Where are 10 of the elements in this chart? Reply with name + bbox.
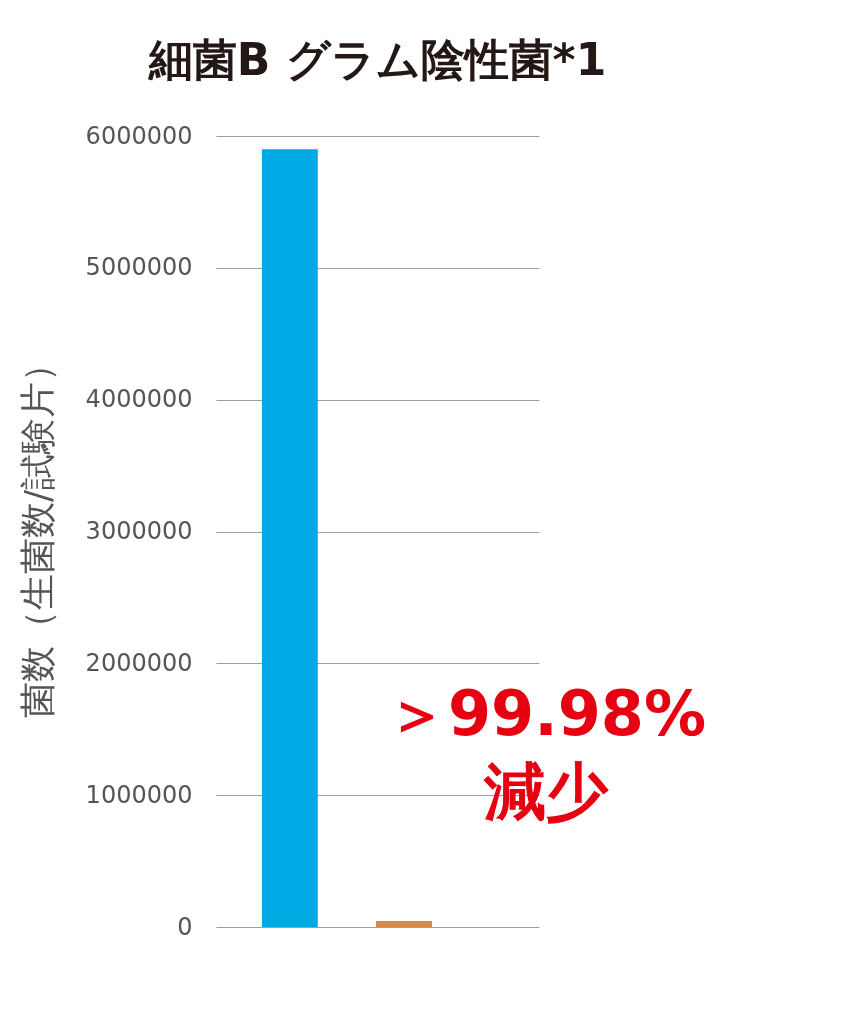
y-tick-label: 0	[177, 912, 193, 941]
y-tick-label: 5000000	[85, 253, 193, 282]
y-tick-label: 3000000	[85, 517, 193, 545]
annotation: ＞99.98% 減少	[385, 677, 707, 828]
y-axis-title: 菌数（生菌数/試験片）	[16, 345, 58, 719]
y-tick-label: 2000000	[85, 648, 193, 677]
chart-title: 細菌B グラム陰性菌*1	[146, 34, 607, 85]
y-tick-label: 4000000	[85, 385, 193, 414]
y-tick-label: 6000000	[85, 121, 193, 150]
y-tick-label: 1000000	[85, 780, 193, 809]
